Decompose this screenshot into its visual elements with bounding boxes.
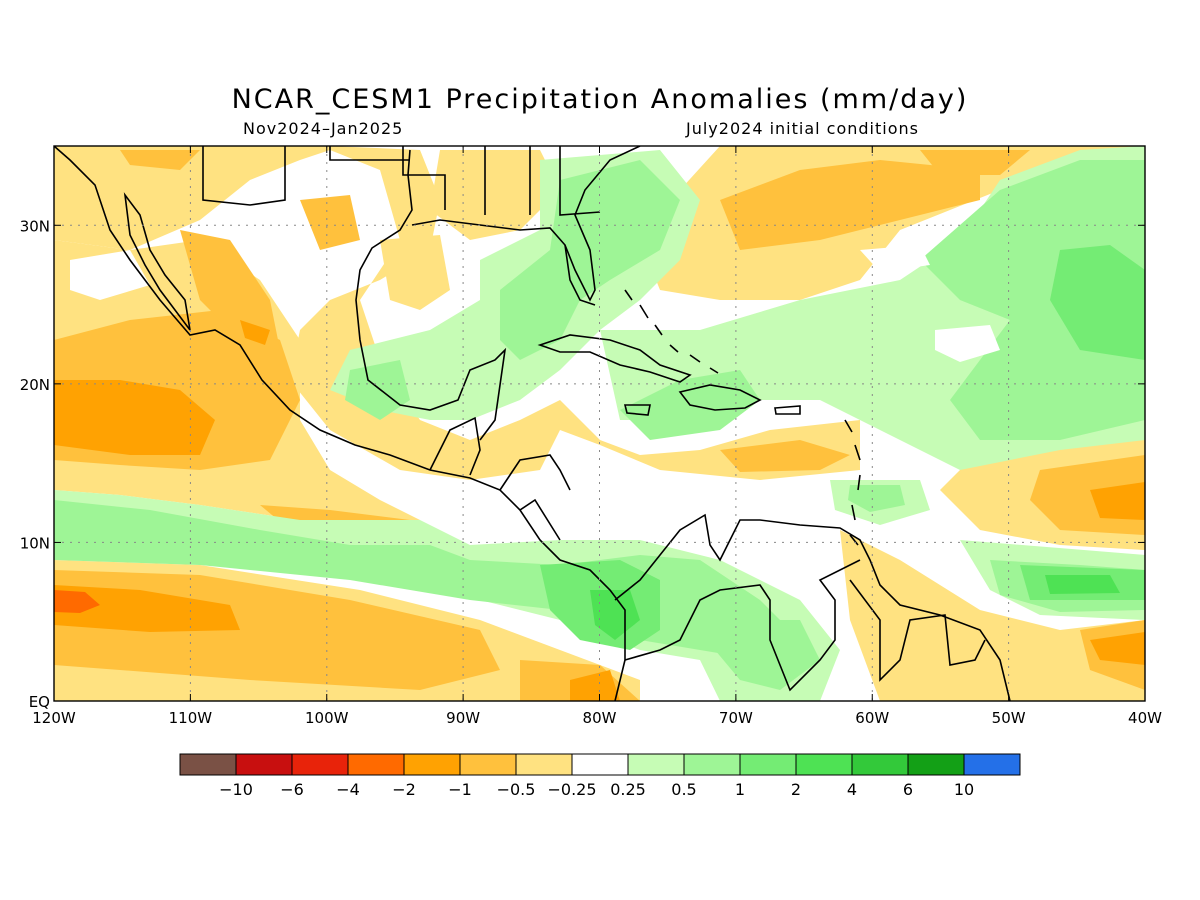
coastlines (54, 146, 1011, 701)
colorbar-swatch (907, 753, 965, 776)
colorbar-label: 4 (847, 780, 857, 799)
x-tick-label: 60W (855, 709, 889, 727)
colorbar-label: 1 (735, 780, 745, 799)
y-tick-label: 20N (20, 376, 50, 394)
colorbar-label: 6 (903, 780, 913, 799)
colorbar-swatch (683, 753, 741, 776)
colorbar-label: −1 (448, 780, 472, 799)
x-tick-label: 120W (32, 709, 76, 727)
colorbar: −10 −6 −4 −2 −1 −0.5 −0.25 0.25 0.5 1 2 4 6 10 (179, 753, 1021, 799)
x-tick-label: 70W (719, 709, 753, 727)
colorbar-label: −10 (219, 780, 253, 799)
y-tick-label: 10N (20, 534, 50, 552)
gridlines (54, 146, 1145, 701)
colorbar-swatch (795, 753, 853, 776)
colorbar-swatch (459, 753, 517, 776)
x-tick-label: 90W (446, 709, 480, 727)
chart-title: NCAR_CESM1 Precipitation Anomalies (mm/d… (231, 84, 969, 115)
colorbar-label: −4 (336, 780, 360, 799)
colorbar-swatch (347, 753, 405, 776)
x-axis: 120W 110W 100W 90W 80W 70W 60W 50W 40W (32, 146, 1162, 727)
colorbar-label: −6 (280, 780, 304, 799)
y-tick-label: EQ (29, 693, 50, 711)
colorbar-label: −0.5 (497, 780, 536, 799)
colorbar-swatch (403, 753, 461, 776)
x-tick-label: 50W (992, 709, 1026, 727)
anomaly-field (54, 146, 1145, 701)
colorbar-label: −0.25 (547, 780, 596, 799)
y-tick-label: 30N (20, 217, 50, 235)
x-tick-label: 100W (305, 709, 349, 727)
colorbar-label: −2 (392, 780, 416, 799)
colorbar-swatch (627, 753, 685, 776)
colorbar-swatch (571, 753, 629, 776)
colorbar-swatch (963, 753, 1021, 776)
x-tick-label: 80W (583, 709, 617, 727)
colorbar-swatch (851, 753, 909, 776)
x-tick-label: 40W (1128, 709, 1162, 727)
colorbar-label: 0.5 (671, 780, 696, 799)
colorbar-swatch (739, 753, 797, 776)
colorbar-swatch (515, 753, 573, 776)
colorbar-swatch (291, 753, 349, 776)
x-tick-label: 110W (169, 709, 213, 727)
colorbar-label: 10 (954, 780, 974, 799)
colorbar-swatch (179, 753, 237, 776)
y-axis: EQ 10N 20N 30N (20, 217, 1145, 711)
colorbar-label: 2 (791, 780, 801, 799)
initial-conditions: July2024 initial conditions (686, 119, 919, 138)
colorbar-swatch (235, 753, 293, 776)
colorbar-label: 0.25 (610, 780, 646, 799)
forecast-period: Nov2024–Jan2025 (243, 119, 404, 138)
